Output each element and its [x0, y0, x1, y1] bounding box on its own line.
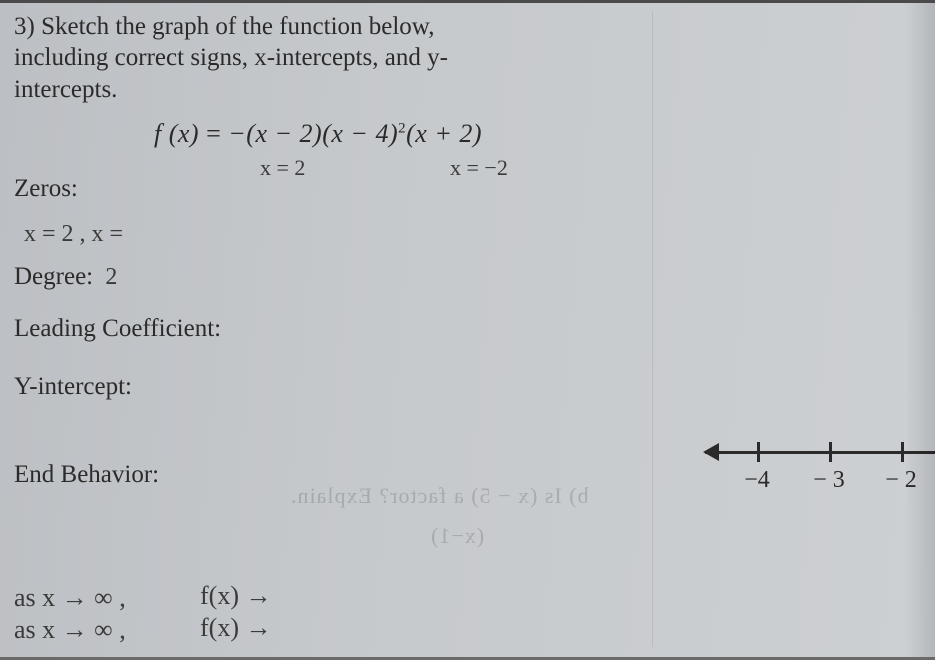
y-intercept-label: Y-intercept:	[14, 373, 935, 401]
formula-rhs-1: −(x − 2)(x − 4)	[228, 119, 398, 148]
axis-tick	[901, 442, 904, 462]
number-line: −4 − 3 − 2	[705, 433, 935, 493]
leading-coeff-label: Leading Coefficient:	[14, 315, 935, 343]
question-number: 3)	[14, 13, 35, 40]
hand-endbehavior-2a: as x → ∞ ,	[14, 615, 126, 645]
ghost-text-1: b) Is (x − 5) a factor? Explain.	[290, 483, 589, 509]
page-divider	[652, 11, 653, 647]
worksheet-page: 3) Sketch the graph of the function belo…	[0, 0, 935, 660]
hand-endbehavior-2b: f(x) →	[200, 613, 271, 643]
formula-exp: 2	[398, 120, 406, 136]
hand-zeros-answer: x = 2 , x =	[24, 221, 123, 248]
formula-eq: =	[206, 119, 221, 148]
axis-tick-label: − 3	[813, 467, 845, 494]
axis-tick-label: −4	[744, 467, 770, 494]
question-line3: intercepts.	[14, 76, 117, 103]
function-formula: f (x) = −(x − 2)(x − 4)2(x + 2)	[154, 119, 935, 149]
formula-rhs-2: (x + 2)	[406, 119, 482, 148]
degree-label: Degree: 2	[14, 263, 935, 291]
hand-endbehavior-1a: as x → ∞ ,	[14, 583, 126, 613]
question-text: 3) Sketch the graph of the function belo…	[14, 11, 574, 105]
axis-tick	[829, 442, 832, 462]
hand-x-equals-neg2: x = −2	[450, 155, 508, 181]
hand-endbehavior-1b: f(x) →	[200, 581, 271, 611]
ghost-text-2: (x−1)	[430, 523, 484, 549]
question-line1: Sketch the graph of the function below,	[41, 13, 434, 40]
degree-label-text: Degree:	[14, 263, 93, 290]
formula-lhs: f (x)	[154, 119, 199, 148]
axis-tick	[757, 442, 760, 462]
question-line2: including correct signs, x-intercepts, a…	[14, 44, 448, 71]
degree-answer: 2	[105, 264, 117, 290]
page-curl-shadow	[905, 3, 935, 657]
hand-x-equals-2: x = 2	[260, 155, 305, 181]
